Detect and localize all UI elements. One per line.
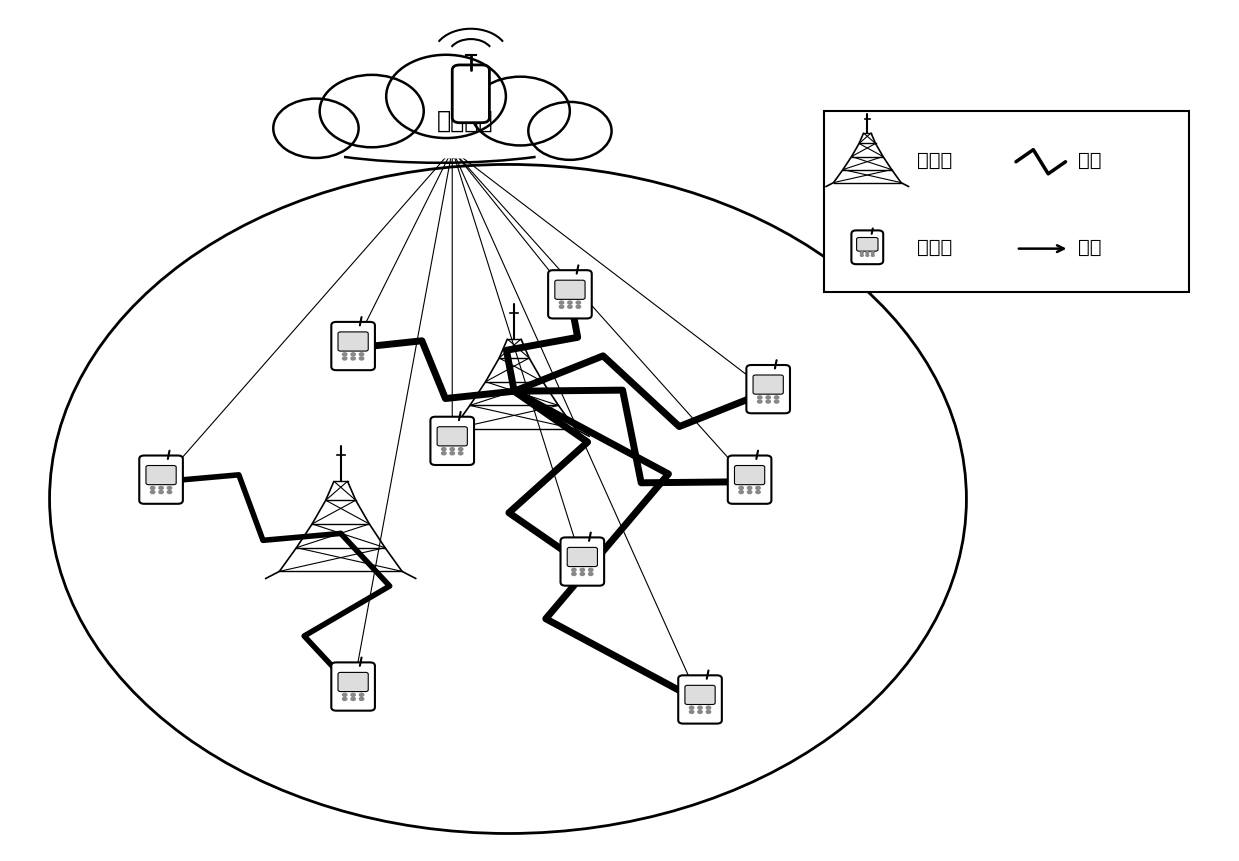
Circle shape	[450, 448, 455, 451]
Circle shape	[757, 400, 762, 404]
FancyBboxPatch shape	[856, 238, 878, 252]
Circle shape	[580, 573, 585, 576]
FancyBboxPatch shape	[452, 66, 489, 123]
Circle shape	[441, 448, 446, 451]
Circle shape	[274, 100, 358, 158]
FancyBboxPatch shape	[139, 456, 183, 505]
FancyBboxPatch shape	[331, 663, 375, 711]
Circle shape	[320, 76, 424, 148]
Circle shape	[756, 486, 761, 490]
Text: 传输: 传输	[1078, 238, 1101, 257]
Circle shape	[766, 396, 771, 400]
Circle shape	[589, 568, 593, 572]
Circle shape	[150, 491, 155, 494]
FancyBboxPatch shape	[560, 538, 605, 586]
Circle shape	[351, 697, 356, 701]
Circle shape	[774, 396, 779, 400]
Circle shape	[159, 491, 164, 494]
Circle shape	[441, 452, 446, 455]
FancyBboxPatch shape	[678, 676, 722, 724]
Circle shape	[167, 486, 172, 490]
Circle shape	[351, 353, 356, 356]
FancyBboxPatch shape	[331, 323, 375, 371]
Circle shape	[747, 491, 752, 494]
FancyBboxPatch shape	[338, 672, 368, 691]
Circle shape	[359, 357, 364, 361]
Text: 主用户: 主用户	[917, 151, 952, 170]
Circle shape	[571, 568, 576, 572]
Circle shape	[167, 491, 172, 494]
Circle shape	[567, 301, 572, 305]
Circle shape	[342, 697, 347, 701]
Circle shape	[747, 486, 752, 490]
Circle shape	[698, 706, 703, 709]
Circle shape	[159, 486, 164, 490]
Circle shape	[706, 706, 711, 709]
Circle shape	[458, 452, 463, 455]
Circle shape	[738, 486, 743, 490]
Circle shape	[559, 301, 564, 305]
Circle shape	[471, 77, 570, 146]
Text: 感知: 感知	[1078, 151, 1101, 170]
Circle shape	[860, 252, 864, 254]
Circle shape	[866, 255, 869, 257]
Circle shape	[359, 353, 364, 356]
Circle shape	[342, 357, 347, 361]
Circle shape	[342, 693, 347, 697]
FancyBboxPatch shape	[685, 685, 715, 704]
Circle shape	[559, 306, 564, 309]
Circle shape	[738, 491, 743, 494]
Circle shape	[706, 710, 711, 714]
Circle shape	[567, 306, 572, 309]
FancyBboxPatch shape	[746, 366, 790, 414]
Circle shape	[576, 301, 581, 305]
Circle shape	[871, 252, 875, 254]
FancyBboxPatch shape	[555, 281, 585, 300]
Text: 融合中心: 融合中心	[436, 108, 493, 133]
FancyBboxPatch shape	[735, 466, 764, 485]
Circle shape	[766, 400, 771, 404]
Circle shape	[756, 491, 761, 494]
Bar	[824, 112, 1189, 293]
FancyBboxPatch shape	[430, 418, 475, 466]
FancyBboxPatch shape	[567, 548, 597, 567]
FancyBboxPatch shape	[753, 375, 783, 394]
FancyBboxPatch shape	[851, 231, 883, 265]
Circle shape	[866, 252, 869, 254]
Circle shape	[528, 102, 612, 161]
FancyBboxPatch shape	[548, 271, 592, 319]
Circle shape	[757, 396, 762, 400]
Circle shape	[774, 400, 779, 404]
FancyBboxPatch shape	[727, 456, 772, 505]
FancyBboxPatch shape	[338, 332, 368, 351]
Circle shape	[860, 255, 864, 257]
Circle shape	[450, 452, 455, 455]
Circle shape	[359, 693, 364, 697]
Circle shape	[150, 486, 155, 490]
Text: 次用户: 次用户	[917, 238, 952, 257]
Circle shape	[342, 353, 347, 356]
Circle shape	[698, 710, 703, 714]
FancyBboxPatch shape	[437, 427, 467, 446]
Circle shape	[359, 697, 364, 701]
Circle shape	[351, 357, 356, 361]
FancyBboxPatch shape	[146, 466, 176, 485]
Circle shape	[871, 255, 875, 257]
Ellipse shape	[50, 165, 966, 833]
Circle shape	[576, 306, 581, 309]
Circle shape	[589, 573, 593, 576]
Circle shape	[387, 56, 506, 139]
Circle shape	[580, 568, 585, 572]
Circle shape	[351, 693, 356, 697]
Circle shape	[571, 573, 576, 576]
Circle shape	[689, 706, 694, 709]
FancyBboxPatch shape	[260, 95, 620, 159]
Circle shape	[458, 448, 463, 451]
Circle shape	[689, 710, 694, 714]
